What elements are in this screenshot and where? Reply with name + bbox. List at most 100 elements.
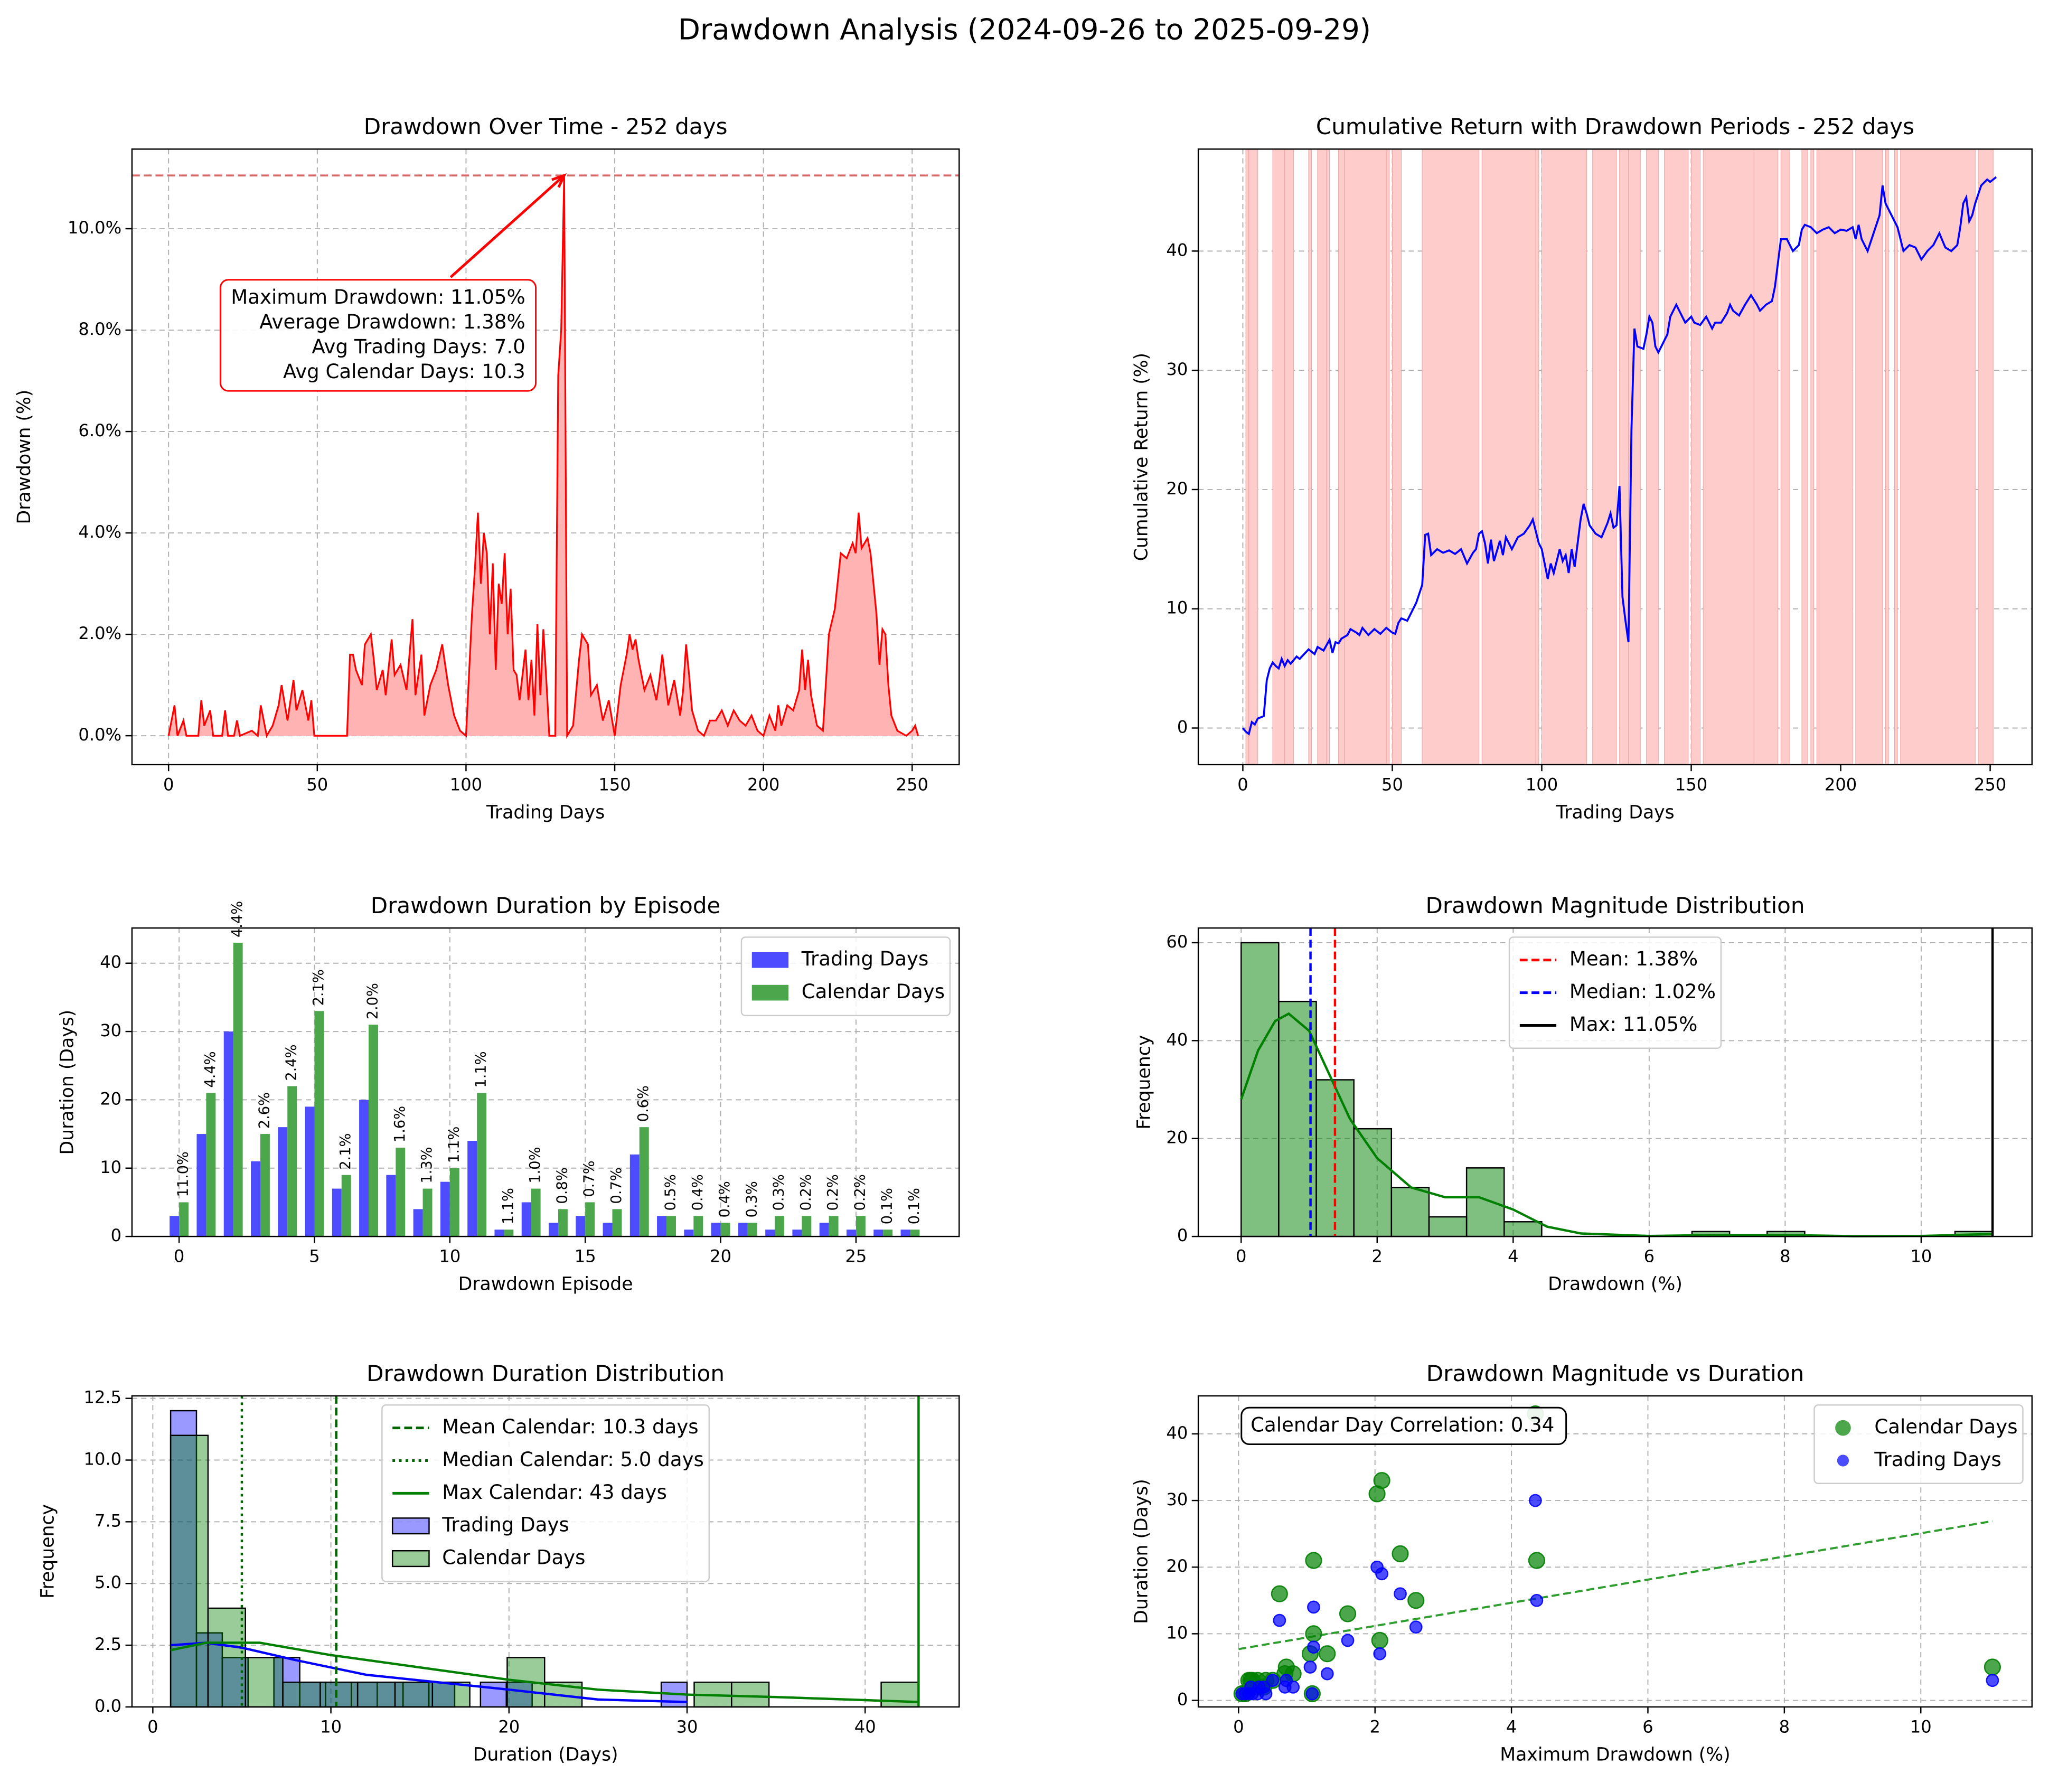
bar [629, 1154, 640, 1237]
y-tick-label: 0 [111, 1225, 121, 1245]
x-tick-label: 5 [309, 1246, 319, 1266]
scatter-point [1370, 1560, 1384, 1574]
drawdown-span [1326, 148, 1330, 765]
bar [639, 1127, 649, 1237]
x-tick-label: 30 [676, 1717, 698, 1737]
bar [819, 1223, 829, 1237]
plot-frame [1197, 1395, 2033, 1708]
x-tick-label: 20 [710, 1246, 731, 1266]
histogram-bar [351, 1681, 378, 1708]
x-tick-label: 0 [147, 1717, 158, 1737]
histogram-bar [394, 1681, 434, 1708]
y-axis-label: Duration (Days) [57, 1010, 78, 1155]
bar [612, 1209, 622, 1237]
scatter-point [1305, 1552, 1322, 1569]
bar-label: 1.1% [473, 1051, 490, 1087]
y-tick-label: 20 [1166, 1128, 1188, 1148]
chart-title: Drawdown Duration by Episode [371, 893, 721, 918]
x-tick-label: 100 [450, 774, 482, 794]
x-tick-label: 0 [163, 774, 174, 794]
chart-title: Drawdown Magnitude Distribution [1425, 893, 1804, 918]
bar [775, 1216, 785, 1237]
bar-label: 1.0% [527, 1147, 543, 1184]
x-tick-label: 150 [598, 774, 631, 794]
y-tick-label: 30 [100, 1020, 121, 1040]
bar [738, 1223, 748, 1237]
scatter-point [1984, 1658, 2001, 1676]
bar [802, 1216, 812, 1237]
chart-title: Drawdown Over Time - 252 days [364, 114, 728, 139]
x-tick-label: 2 [1369, 1717, 1380, 1737]
drawdown-span [1481, 148, 1536, 765]
drawdown-line [167, 175, 919, 739]
legend-label: Median: 1.02% [1569, 980, 1716, 1003]
scatter-point [1303, 1660, 1317, 1674]
scatter-point [1409, 1620, 1423, 1634]
x-tick-label: 50 [1381, 774, 1403, 794]
y-axis-label: Frequency [1134, 1035, 1155, 1130]
bar [494, 1230, 504, 1237]
bar [341, 1175, 351, 1237]
bar [856, 1216, 866, 1237]
annotation-text: Avg Trading Days: 7.0 [312, 335, 525, 358]
x-tick-label: 250 [896, 774, 928, 794]
x-axis-label: Maximum Drawdown (%) [1500, 1744, 1730, 1765]
bar [196, 1134, 206, 1237]
bar-label: 2.0% [365, 983, 381, 1019]
drawdown-span [1978, 148, 1994, 765]
drawdown-span [1542, 148, 1587, 765]
y-tick-label: 0 [1177, 717, 1188, 737]
bar-label: 1.1% [446, 1127, 462, 1163]
legend-label: Trading Days [801, 947, 929, 970]
drawdown-span [1308, 148, 1312, 765]
bar [846, 1230, 856, 1237]
bar-label: 0.2% [852, 1174, 868, 1211]
kde-line [170, 1641, 688, 1703]
x-tick-label: 10 [320, 1717, 342, 1737]
drawdown-span [1619, 148, 1629, 765]
bar [467, 1141, 477, 1237]
drawdown-span [1801, 148, 1808, 765]
x-tick-label: 4 [1508, 1246, 1518, 1266]
y-tick-label: 40 [100, 952, 121, 972]
bar [747, 1223, 757, 1237]
bar-label: 2.6% [256, 1092, 272, 1129]
drawdown-span [1810, 148, 1815, 765]
y-tick-label: 60 [1166, 932, 1188, 952]
histogram-bar [1465, 1167, 1505, 1237]
trend-line [1238, 1520, 1993, 1650]
legend-label: Trading Days [1874, 1448, 2001, 1471]
x-tick-label: 50 [306, 774, 328, 794]
drawdown-span [1900, 148, 1976, 765]
drawdown-span [1245, 148, 1249, 765]
bar [206, 1093, 216, 1237]
annotation-text: Avg Calendar Days: 10.3 [283, 360, 525, 383]
drawdown-span [1248, 148, 1258, 765]
scatter-point [1394, 1587, 1407, 1601]
plot-frame [1197, 927, 2033, 1237]
x-tick-label: 150 [1675, 774, 1707, 794]
scatter-point [1319, 1645, 1336, 1663]
histogram-bar [245, 1657, 284, 1708]
bar-label: 0.8% [554, 1167, 570, 1204]
scatter-point [1235, 1687, 1249, 1701]
histogram-bar [1428, 1216, 1468, 1237]
bar [883, 1230, 893, 1237]
legend-swatch [1837, 1455, 1849, 1467]
bar-label: 0.7% [608, 1167, 625, 1204]
scatter-point [1305, 1687, 1319, 1701]
x-tick-label: 20 [498, 1717, 520, 1737]
bar [576, 1216, 586, 1237]
bar [693, 1216, 703, 1237]
bar-label: 1.3% [419, 1147, 435, 1184]
legend-label: Calendar Days [1874, 1415, 2017, 1438]
scatter-point [1530, 1593, 1544, 1607]
plot-frame [131, 927, 960, 1237]
bar [359, 1100, 369, 1237]
scatter-point [1528, 1494, 1542, 1507]
bar [332, 1188, 342, 1237]
bar [684, 1230, 694, 1237]
bar [477, 1093, 487, 1237]
drawdown-span [1703, 148, 1754, 765]
